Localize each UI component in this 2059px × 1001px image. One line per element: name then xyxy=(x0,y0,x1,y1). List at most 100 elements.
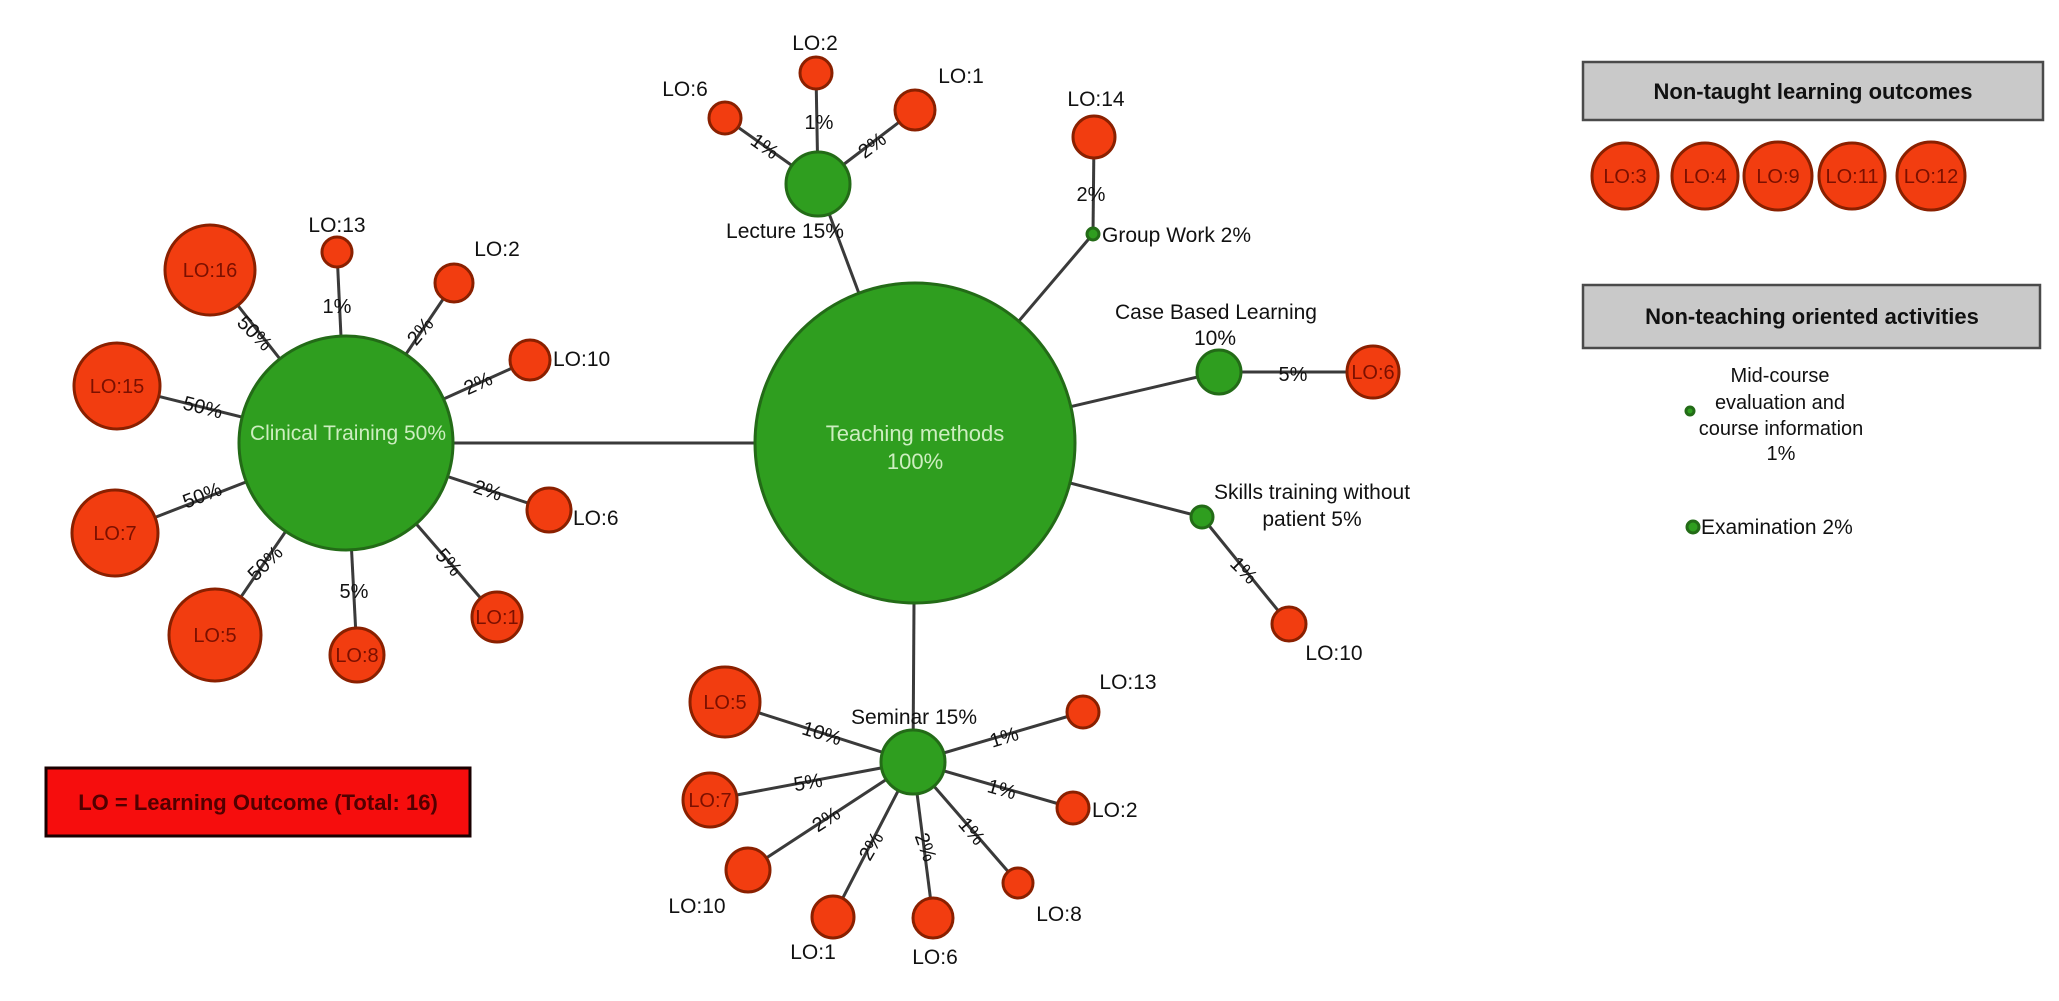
seminar-lo10-pct: 2% xyxy=(808,803,844,837)
seminar-lo5-label: LO:5 xyxy=(703,692,746,714)
skills-label-line1: Skills training without xyxy=(1214,481,1410,504)
lecture-lo1-label: LO:1 xyxy=(938,65,984,88)
clinical-lo7-pct: 50% xyxy=(180,478,225,513)
node-clinical-lo16 xyxy=(163,223,257,317)
skills-lo10-label: LO:10 xyxy=(1305,642,1362,665)
nontaught-lo11-label: LO:11 xyxy=(1826,166,1879,188)
node-clinical-lo7 xyxy=(70,488,160,578)
edge-seminar-lo7 xyxy=(709,760,914,802)
case-based-label-line1: Case Based Learning xyxy=(1115,301,1317,324)
clinical-training-label: Clinical Training 50% xyxy=(250,422,446,445)
node-casebased-lo6 xyxy=(1345,344,1401,400)
node-seminar-lo8 xyxy=(1001,866,1035,900)
mid-course-bullet-icon xyxy=(1684,405,1696,417)
groupwork-lo14-label: LO:14 xyxy=(1067,88,1125,111)
node-seminar xyxy=(879,728,947,796)
legend-label: LO = Learning Outcome (Total: 16) xyxy=(78,790,438,815)
lecture-lo6-pct: 1% xyxy=(746,130,782,165)
clinical-lo8-label: LO:8 xyxy=(335,645,378,667)
node-groupwork-lo14 xyxy=(1071,114,1117,160)
node-lecture xyxy=(784,150,852,218)
lecture-label: Lecture 15% xyxy=(726,220,844,243)
teaching-methods-label-line1: Teaching methods xyxy=(826,421,1005,446)
casebased-lo6-pct: 5% xyxy=(1279,364,1308,386)
mid-course-line1: Mid-course xyxy=(1731,365,1830,387)
seminar-lo2-label: LO:2 xyxy=(1092,799,1138,822)
node-seminar-lo5 xyxy=(688,665,762,739)
seminar-lo5-pct: 10% xyxy=(799,718,844,751)
node-clinical-lo2 xyxy=(433,262,475,304)
node-clinical-lo13 xyxy=(320,235,354,269)
node-nontaught-lo4 xyxy=(1670,141,1740,211)
skills-label-line2: patient 5% xyxy=(1262,508,1361,531)
seminar-lo13-label: LO:13 xyxy=(1099,671,1156,694)
clinical-lo10-label: LO:10 xyxy=(553,348,610,371)
node-clinical-lo6 xyxy=(525,486,573,534)
non-taught-section: Non-taught learning outcomes LO:3 LO:4 L… xyxy=(1581,60,2045,212)
node-group-work xyxy=(1085,226,1101,242)
nontaught-lo3-label: LO:3 xyxy=(1603,166,1646,188)
non-teaching-section: Non-teaching oriented activities Mid-cou… xyxy=(1581,283,2042,539)
legend-box xyxy=(44,766,472,838)
node-nontaught-lo3 xyxy=(1590,141,1660,211)
lecture-lo2-pct: 1% xyxy=(805,112,834,134)
non-taught-header-box xyxy=(1581,60,2045,122)
node-nontaught-lo11 xyxy=(1817,141,1887,211)
node-lecture-lo2 xyxy=(798,55,834,91)
clinical-lo13-label: LO:13 xyxy=(308,214,365,237)
nontaught-lo12-label: LO:12 xyxy=(1904,166,1958,188)
seminar-lo6-pct: 2% xyxy=(910,830,941,865)
seminar-lo1-pct: 2% xyxy=(855,828,889,864)
groupwork-lo14-pct: 2% xyxy=(1077,184,1106,206)
clinical-lo13-pct: 1% xyxy=(323,296,352,318)
node-nontaught-lo12 xyxy=(1895,140,1967,212)
node-lecture-lo1 xyxy=(893,88,937,132)
clinical-lo8-pct: 5% xyxy=(340,581,369,603)
clinical-lo5-pct: 50% xyxy=(244,542,288,586)
teaching-methods-label-line2: 100% xyxy=(887,449,943,474)
clinical-lo15-pct: 50% xyxy=(181,392,225,423)
case-based-label-line2: 10% xyxy=(1194,327,1236,350)
seminar-lo7-pct: 5% xyxy=(792,770,825,797)
node-seminar-lo6 xyxy=(911,896,955,940)
non-taught-header: Non-taught learning outcomes xyxy=(1654,79,1973,104)
clinical-lo16-pct: 50% xyxy=(232,312,276,356)
clinical-lo5-label: LO:5 xyxy=(193,625,236,647)
node-nontaught-lo9 xyxy=(1742,140,1814,212)
node-clinical-training xyxy=(237,334,455,552)
seminar-lo13-pct: 1% xyxy=(987,723,1021,753)
clinical-lo15-label: LO:15 xyxy=(90,376,144,398)
node-seminar-lo7 xyxy=(681,771,739,829)
node-seminar-lo2 xyxy=(1055,790,1091,826)
node-seminar-lo13 xyxy=(1065,694,1101,730)
nontaught-lo4-label: LO:4 xyxy=(1683,166,1726,188)
seminar-lo2-pct: 1% xyxy=(985,775,1019,804)
non-teaching-header-box xyxy=(1581,283,2042,350)
clinical-lo2-pct: 2% xyxy=(403,313,439,349)
learning-outcome-nodes xyxy=(70,55,1401,940)
group-work-label: Group Work 2% xyxy=(1102,224,1251,247)
clinical-lo10-pct: 2% xyxy=(461,368,497,400)
examination-label: Examination 2% xyxy=(1701,516,1853,539)
activity-nodes xyxy=(237,150,1243,796)
node-seminar-lo1 xyxy=(810,894,856,940)
examination-bullet-icon xyxy=(1685,519,1701,535)
mid-course-line3: course information xyxy=(1699,418,1864,440)
clinical-lo2-label: LO:2 xyxy=(474,238,520,261)
mid-course-line4: 1% xyxy=(1767,443,1796,465)
lecture-lo6-label: LO:6 xyxy=(662,78,708,101)
clinical-lo7-label: LO:7 xyxy=(93,523,136,545)
seminar-lo8-label: LO:8 xyxy=(1036,903,1082,926)
seminar-lo1-label: LO:1 xyxy=(790,941,836,964)
node-clinical-lo1 xyxy=(470,590,524,644)
seminar-lo7-label: LO:7 xyxy=(688,790,731,812)
node-skills-training xyxy=(1189,504,1215,530)
node-lecture-lo6 xyxy=(707,100,743,136)
legend: LO = Learning Outcome (Total: 16) xyxy=(44,766,472,838)
clinical-lo6-label: LO:6 xyxy=(573,507,619,530)
seminar-label: Seminar 15% xyxy=(851,706,977,729)
node-teaching-methods xyxy=(753,281,1077,605)
seminar-lo10-label: LO:10 xyxy=(668,895,725,918)
node-case-based-learning xyxy=(1195,348,1243,396)
